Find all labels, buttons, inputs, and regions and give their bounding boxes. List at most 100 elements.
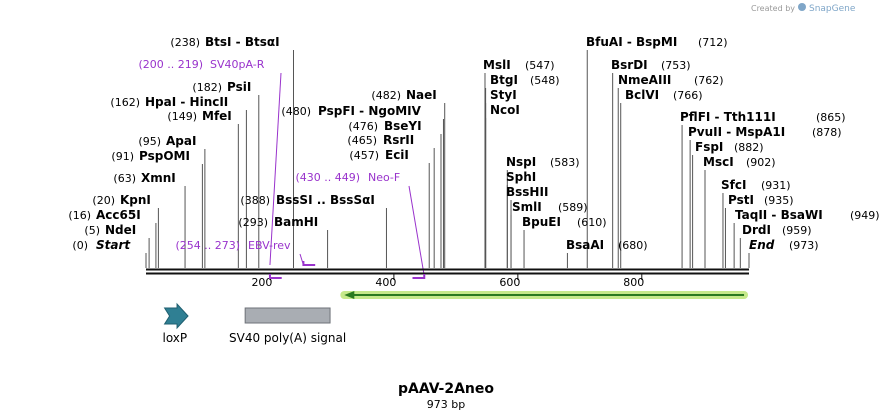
- site-pos: (457): [349, 149, 379, 162]
- site-bfuai[interactable]: BfuAI - BspMI: [586, 35, 677, 49]
- primer-leader-line: [269, 72, 282, 266]
- tick-label: 200: [251, 276, 272, 289]
- site-pos: (902): [746, 156, 776, 169]
- site-pos: (865): [816, 111, 846, 124]
- site-pos: (20): [92, 194, 115, 207]
- site-pos: (162): [110, 96, 140, 109]
- site-bsshii[interactable]: BssHII: [506, 185, 548, 199]
- sv40-polya-box[interactable]: [244, 307, 331, 324]
- site-pos: (878): [812, 126, 842, 139]
- site-pos: (238): [170, 36, 200, 49]
- site-pos: (95): [138, 135, 161, 148]
- site-taqii[interactable]: TaqII - BsaWI: [735, 208, 823, 222]
- site-bsaai[interactable]: BsaAI: [566, 238, 604, 252]
- site-ndei[interactable]: NdeI: [105, 223, 136, 237]
- feature-label-loxp: loxP: [162, 331, 187, 345]
- backbone: [146, 268, 749, 275]
- primer-binding-mark: [412, 274, 426, 279]
- tick-label: 600: [499, 276, 520, 289]
- site-pos: (63): [113, 172, 136, 185]
- site-pspomi[interactable]: PspOMI: [139, 149, 190, 163]
- primer-neo-f[interactable]: Neo-F: [368, 171, 400, 184]
- site-btsi[interactable]: BtsI - BtsαI: [205, 35, 280, 49]
- site-start[interactable]: Start: [96, 238, 131, 252]
- ruler-ticks: 200 400 600 800: [251, 274, 644, 289]
- map-title: pAAV-2Aneo: [398, 381, 494, 397]
- site-xmni[interactable]: XmnI: [141, 171, 176, 185]
- site-pos: (766): [673, 89, 703, 102]
- primer-sv40pa-r[interactable]: SV40pA-R: [210, 58, 265, 71]
- primer-binding-mark: [268, 274, 282, 279]
- site-pos: (882): [734, 141, 764, 154]
- site-pos: (149): [167, 110, 197, 123]
- site-apai[interactable]: ApaI: [166, 134, 196, 148]
- site-pos: (935): [764, 194, 794, 207]
- site-pos: (5): [84, 224, 100, 237]
- site-psii[interactable]: PsiI: [227, 80, 251, 94]
- site-pos: (480): [281, 105, 311, 118]
- site-fspi[interactable]: FspI: [695, 140, 723, 154]
- site-pos: (949): [850, 209, 880, 222]
- site-naei[interactable]: NaeI: [406, 88, 437, 102]
- site-pos: (680): [618, 239, 648, 252]
- site-bclvi[interactable]: BclVI: [625, 88, 659, 102]
- site-pos: (583): [550, 156, 580, 169]
- tick-label: 400: [375, 276, 396, 289]
- cut-lines: [145, 50, 750, 268]
- site-bsssi[interactable]: BssSI .. BssSαI: [276, 193, 375, 207]
- site-psti[interactable]: PstI: [728, 193, 754, 207]
- feature-loxp[interactable]: loxP: [162, 302, 189, 345]
- site-end[interactable]: End: [749, 238, 775, 252]
- orf-arrow[interactable]: [340, 291, 749, 299]
- site-pos: (547): [525, 59, 555, 72]
- site-pos: (762): [694, 74, 724, 87]
- map-length: 973 bp: [427, 398, 465, 411]
- site-bseyi[interactable]: BseYI: [384, 119, 422, 133]
- site-ecii[interactable]: EciI: [385, 148, 409, 162]
- site-rsrii[interactable]: RsrII: [383, 133, 414, 147]
- site-ncoi[interactable]: NcoI: [490, 103, 520, 117]
- site-pvuii[interactable]: PvuII - MspA1I: [688, 125, 785, 139]
- site-pspfi[interactable]: PspFI - NgoMIV: [318, 104, 422, 118]
- feature-label-sv40-polya: SV40 poly(A) signal: [229, 331, 346, 345]
- orf-arrowhead-icon: [344, 291, 355, 299]
- site-msci[interactable]: MscI: [703, 155, 734, 169]
- site-nspi[interactable]: NspI: [506, 155, 536, 169]
- loxp-arrow-icon[interactable]: [163, 302, 189, 330]
- site-bsrdi[interactable]: BsrDI: [611, 58, 648, 72]
- site-pos: (712): [698, 36, 728, 49]
- primer-range: (430 .. 449): [295, 171, 360, 184]
- site-mfei[interactable]: MfeI: [202, 109, 232, 123]
- feature-sv40-polya[interactable]: SV40 poly(A) signal: [229, 307, 346, 345]
- site-pos: (753): [661, 59, 691, 72]
- site-nmeaiii[interactable]: NmeAIII: [618, 73, 671, 87]
- primer-labels: (200 .. 219) SV40pA-R (430 .. 449) Neo-F…: [138, 58, 400, 252]
- site-btgi[interactable]: BtgI: [490, 73, 518, 87]
- site-acc65i[interactable]: Acc65I: [96, 208, 141, 222]
- site-styi[interactable]: StyI: [490, 88, 517, 102]
- site-sphi[interactable]: SphI: [506, 170, 536, 184]
- site-pos: (482): [371, 89, 401, 102]
- site-bpuei[interactable]: BpuEI: [522, 215, 561, 229]
- site-pos: (959): [782, 224, 812, 237]
- site-kpni[interactable]: KpnI: [120, 193, 151, 207]
- site-msli[interactable]: MslI: [483, 58, 511, 72]
- site-pos: (465): [347, 134, 377, 147]
- site-hpai[interactable]: HpaI - HincII: [145, 95, 228, 109]
- primer-leader-line: [408, 185, 425, 277]
- primer-ebv-rev[interactable]: EBV-rev: [248, 239, 291, 252]
- site-smli[interactable]: SmlI: [512, 200, 542, 214]
- site-sfci[interactable]: SfcI: [721, 178, 746, 192]
- primer-range: (200 .. 219): [138, 58, 203, 71]
- site-pos: (610): [577, 216, 607, 229]
- primer-binding-mark: [302, 261, 316, 266]
- site-drdi[interactable]: DrdI: [742, 223, 771, 237]
- primer-range: (254 .. 273): [175, 239, 240, 252]
- site-bamhi[interactable]: BamHI: [274, 215, 318, 229]
- snapgene-logo-icon: [798, 3, 806, 11]
- site-pflfi[interactable]: PflFI - Tth111I: [680, 110, 776, 124]
- site-pos: (931): [761, 179, 791, 192]
- site-pos: (973): [789, 239, 819, 252]
